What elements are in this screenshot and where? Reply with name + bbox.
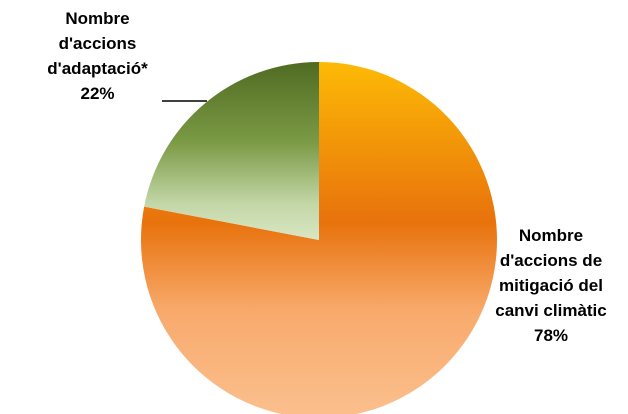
label-line: Nombre <box>65 9 130 28</box>
data-label-adaptation: Nombre d'accions d'adaptació* 22% <box>10 6 185 106</box>
label-line: d'accions de <box>499 251 603 270</box>
percent-label: 78% <box>533 326 569 345</box>
label-line: Nombre <box>518 226 584 245</box>
data-label-mitigation: Nombre d'accions de mitigació del canvi … <box>462 223 628 348</box>
percent-label: 22% <box>80 84 115 103</box>
pie-slice-mitigation <box>140 62 497 414</box>
label-line: d'accions <box>58 34 137 53</box>
label-line: d'adaptació* <box>47 59 148 78</box>
pie-slice-adaptation <box>144 62 319 240</box>
label-line: canvi climàtic <box>495 301 607 320</box>
label-line: mitigació del <box>499 276 603 295</box>
